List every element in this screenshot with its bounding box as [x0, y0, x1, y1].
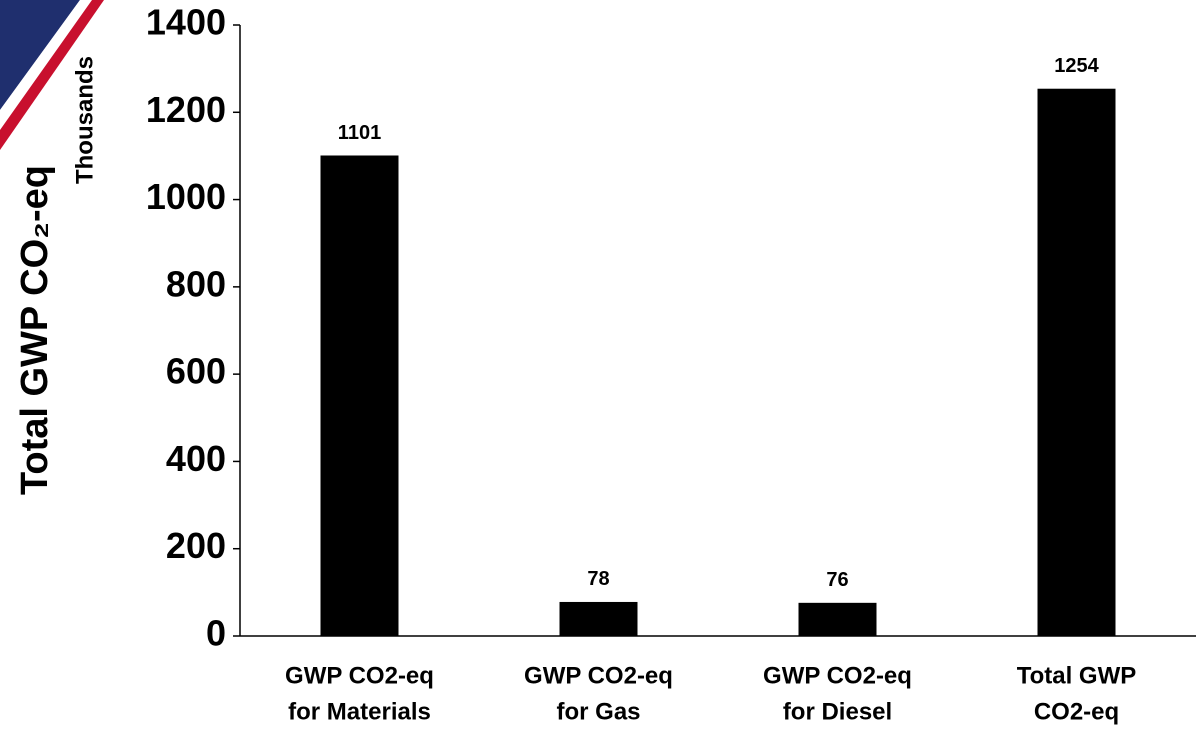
- x-tick-label: for Gas: [556, 698, 640, 725]
- y-tick-label: 0: [206, 613, 226, 654]
- data-label: 1254: [1054, 55, 1099, 77]
- data-label: 1101: [338, 122, 381, 144]
- bar: [1038, 89, 1116, 636]
- x-tick-label: CO2-eq: [1034, 698, 1119, 725]
- y-tick-label: 1200: [146, 89, 226, 130]
- y-axis-label: Total GWP CO₂-eq: [14, 165, 56, 495]
- y-tick-label: 200: [166, 525, 226, 566]
- bar: [560, 602, 638, 636]
- data-label: 76: [826, 569, 848, 591]
- y-axis-units: Thousands: [71, 56, 98, 184]
- x-tick-label: GWP CO2-eq: [763, 662, 912, 689]
- x-tick-label: GWP CO2-eq: [285, 662, 434, 689]
- y-tick-label: 1400: [146, 2, 226, 43]
- data-label: 78: [587, 568, 609, 590]
- bar: [799, 603, 877, 636]
- chart: Total GWP CO₂-eq Thousands 0 200 400 600 800…: [0, 0, 1196, 729]
- x-tick-label: GWP CO2-eq: [524, 662, 673, 689]
- x-tick-label: for Materials: [288, 698, 431, 725]
- y-tick-label: 800: [166, 263, 226, 304]
- y-tick-label: 1000: [146, 176, 226, 217]
- bar: [321, 155, 399, 636]
- x-tick-label: Total GWP: [1017, 662, 1137, 689]
- y-tick-label: 600: [166, 351, 226, 392]
- x-tick-label: for Diesel: [783, 698, 892, 725]
- y-tick-label: 400: [166, 438, 226, 479]
